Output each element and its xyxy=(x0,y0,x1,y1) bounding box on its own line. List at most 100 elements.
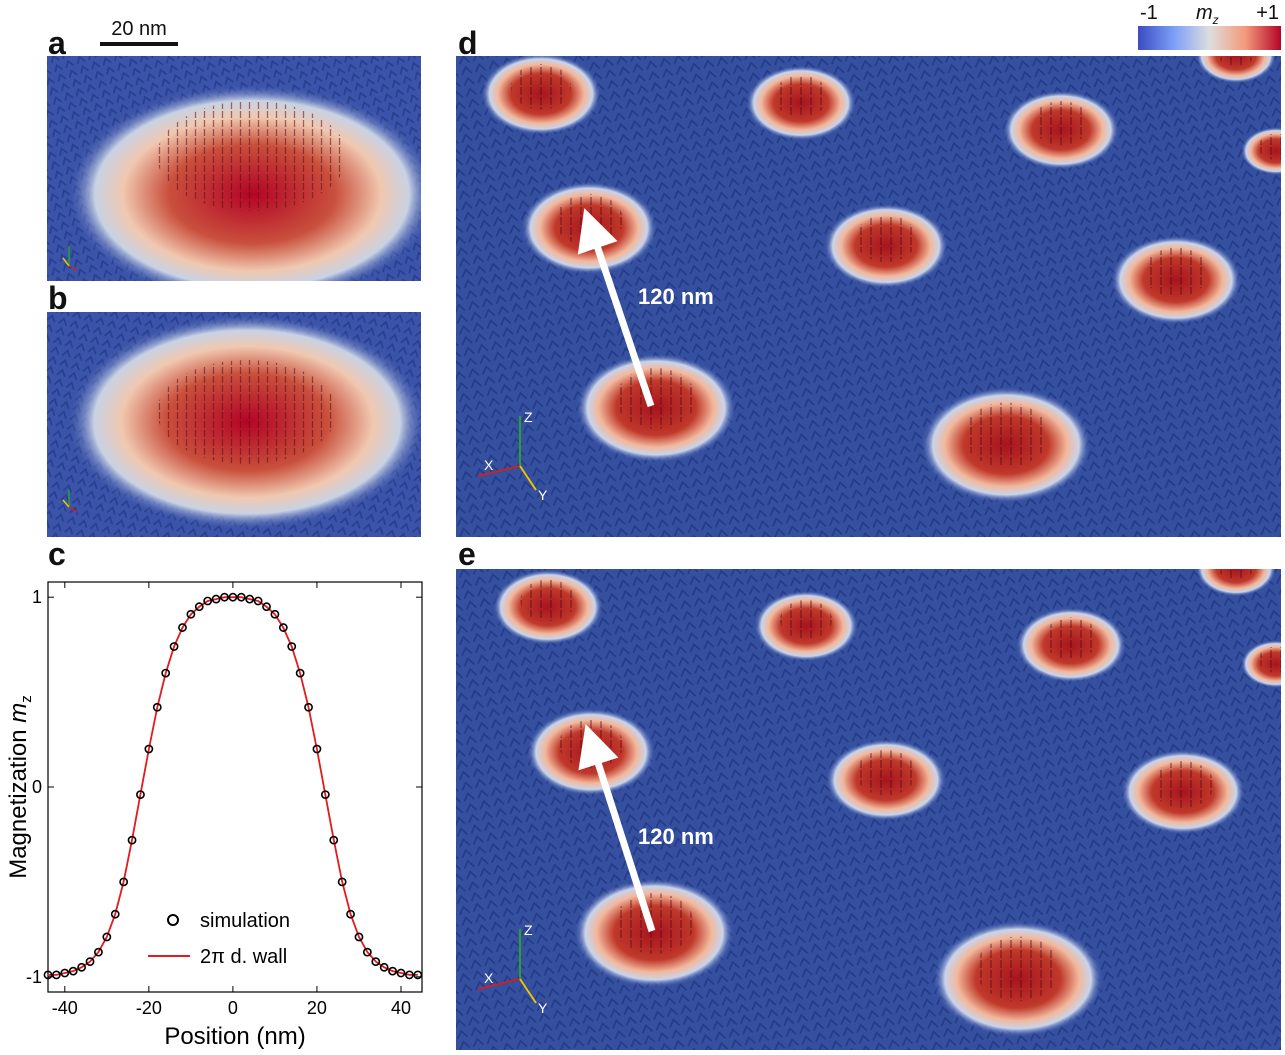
skyrmion-core-spins xyxy=(511,64,571,110)
simulation-point xyxy=(413,970,423,980)
scale-bar-line xyxy=(100,42,178,46)
legend-label-wall: 2π d. wall xyxy=(200,946,287,968)
simulation-point xyxy=(85,957,95,967)
panel-label-e: e xyxy=(458,536,476,572)
colorbar-quantity-symbol: m xyxy=(1196,2,1213,24)
scale-bar: 20 nm xyxy=(100,18,178,46)
simulation-point xyxy=(77,962,87,972)
scale-bar-label: 20 nm xyxy=(111,18,167,40)
panel-e-image: Z X Y xyxy=(456,569,1281,1050)
simulation-point xyxy=(94,947,103,957)
axes-triad-a xyxy=(62,246,78,271)
y-axis-label: Magnetization mz xyxy=(5,695,35,879)
skyrmion-core-spins xyxy=(975,936,1061,1002)
simulation-point xyxy=(194,602,204,612)
skyrmion-core-spins xyxy=(559,720,623,769)
simulation-point xyxy=(161,668,171,678)
simulation-point xyxy=(236,592,246,602)
simulation-point xyxy=(169,642,179,651)
axis-x-label: X xyxy=(484,457,494,473)
skyrmion-core-spins xyxy=(963,402,1049,468)
simulation-point xyxy=(329,835,339,845)
panel-label-c: c xyxy=(48,536,66,572)
panel-c-chart: -40 -20 0 20 40 -1 0 1 Position (nm) Magnetizatio… xyxy=(0,570,440,1050)
distance-arrow xyxy=(578,724,656,933)
x-tick-label: 40 xyxy=(391,998,411,1018)
colorbar-quantity: mz xyxy=(1196,2,1219,27)
simulation-point xyxy=(52,970,61,980)
simulation-point xyxy=(371,957,381,967)
simulation-point xyxy=(127,835,137,845)
x-axis-label: Position (nm) xyxy=(164,1023,305,1050)
y-tick-label: 0 xyxy=(32,777,42,797)
skyrmion-core-spins xyxy=(773,75,829,118)
skyrmion-core-spins xyxy=(1258,133,1281,161)
simulation-point xyxy=(346,909,355,919)
panel-b-image xyxy=(47,312,421,537)
simulation-point xyxy=(152,702,162,712)
simulation-point xyxy=(60,968,70,978)
simulation-point xyxy=(253,596,263,606)
simulation-point xyxy=(362,947,372,957)
simulation-point xyxy=(102,932,112,942)
y-tick-label: -1 xyxy=(26,967,42,987)
simulation-point xyxy=(228,592,238,602)
skyrmion-core-spins xyxy=(614,893,694,954)
panel-e-render: Z X Y xyxy=(456,569,1281,1050)
simulation-point xyxy=(245,594,255,604)
panel-d-render: Z X Y xyxy=(456,56,1281,537)
panel-label-d: d xyxy=(458,25,478,61)
axis-x-label: X xyxy=(484,970,494,986)
simulation-point xyxy=(304,702,313,712)
x-tick-label: -40 xyxy=(52,998,78,1018)
skyrmion-core-spins xyxy=(1217,569,1255,580)
axis-x xyxy=(477,978,521,990)
simulation-point xyxy=(220,592,229,602)
x-tick-label: 20 xyxy=(307,998,327,1018)
simulation-point xyxy=(396,968,406,978)
simulation-point xyxy=(404,970,414,980)
axis-y-label: Y xyxy=(538,487,548,503)
simulation-point xyxy=(270,609,280,619)
axis-x xyxy=(477,465,521,477)
skyrmion-core-spins xyxy=(555,194,623,246)
simulation-point xyxy=(295,668,305,678)
simulation-point xyxy=(178,623,187,632)
skyrmion-core-spins xyxy=(856,750,916,796)
axis-z-label: Z xyxy=(524,409,533,425)
axes-triad: Z X Y xyxy=(477,922,548,1016)
axis-y xyxy=(519,978,537,1004)
skyrmion-core-spins xyxy=(520,579,576,622)
distance-label-d: 120 nm xyxy=(638,284,714,309)
simulation-point xyxy=(379,962,389,972)
skyrmion-core-spins xyxy=(1217,56,1255,67)
panel-label-b: b xyxy=(48,280,68,316)
axis-y-label: Y xyxy=(538,1000,548,1016)
simulation-point xyxy=(278,623,288,632)
axis-z-label: Z xyxy=(524,922,533,938)
axis-y xyxy=(519,465,537,491)
skyrmion-core-spins xyxy=(1143,247,1209,297)
simulation-point xyxy=(320,790,330,799)
simulation-point xyxy=(144,744,154,754)
simulation-point xyxy=(119,877,129,887)
simulation-point xyxy=(287,642,297,651)
simulation-point xyxy=(136,790,145,799)
y-tick-label: 1 xyxy=(32,587,42,607)
skyrmion-core-spins xyxy=(855,215,917,263)
skyrmion-core-spins xyxy=(1032,101,1090,146)
skyrmion-core-spins xyxy=(616,368,696,429)
skyrmion-core-spins xyxy=(1258,646,1281,674)
legend-label-simulation: simulation xyxy=(200,910,290,932)
panel-b-render xyxy=(47,312,421,537)
distance-arrow xyxy=(577,208,655,408)
legend-marker-simulation xyxy=(167,914,179,926)
colorbar-gradient xyxy=(1138,26,1281,50)
simulation-point xyxy=(354,932,364,942)
panel-label-a: a xyxy=(48,25,66,61)
panel-a-image xyxy=(47,56,421,281)
simulation-point xyxy=(388,966,397,976)
panel-d-image: Z X Y xyxy=(456,56,1281,537)
simulation-point xyxy=(203,596,213,606)
colorbar: -1 mz +1 xyxy=(1138,2,1281,50)
